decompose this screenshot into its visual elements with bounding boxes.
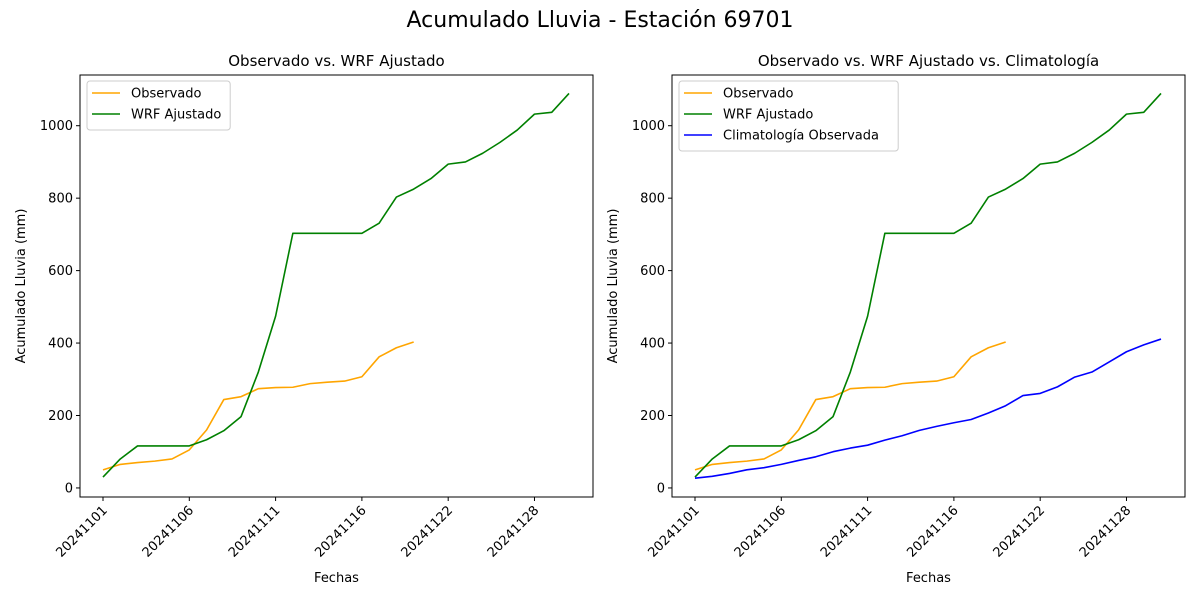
- x-tick-label: 20241106: [732, 503, 789, 560]
- axes-frame: [671, 74, 1186, 498]
- x-axis-label: Fechas: [314, 571, 359, 586]
- axes-frame: [79, 74, 594, 498]
- x-tick-label: 20241128: [1077, 503, 1134, 560]
- figure-title: Acumulado Lluvia - Estación 69701: [406, 8, 794, 33]
- x-tick-label: 20241116: [904, 503, 961, 560]
- legend-box: [86, 80, 231, 131]
- subplot-title: Observado vs. WRF Ajustado vs. Climatolo…: [758, 52, 1099, 70]
- x-tick-label: 20241101: [53, 503, 110, 560]
- x-tick-label: 20241122: [991, 503, 1048, 560]
- y-tick-label: 600: [640, 264, 665, 279]
- x-tick-label: 20241111: [818, 503, 875, 560]
- legend-box: [678, 80, 899, 152]
- x-tick-label: 20241111: [226, 503, 283, 560]
- x-tick-label: 20241122: [399, 503, 456, 560]
- y-tick-label: 0: [657, 481, 665, 496]
- x-tick-label: 20241116: [312, 503, 369, 560]
- y-tick-label: 400: [640, 337, 665, 352]
- y-tick-label: 600: [48, 264, 73, 279]
- legend-label: WRF Ajustado: [131, 108, 221, 123]
- y-tick-label: 800: [48, 192, 73, 207]
- legend: Observado WRF Ajustado: [86, 80, 231, 131]
- subplot-2: Observado vs. WRF Ajustado vs. Climatolo…: [606, 52, 1186, 586]
- legend-label: Observado: [131, 87, 202, 102]
- y-tick-label: 1000: [632, 119, 665, 134]
- y-tick-label: 0: [65, 481, 73, 496]
- y-tick-label: 1000: [40, 119, 73, 134]
- y-axis-label: Acumulado Lluvia (mm): [14, 209, 29, 364]
- y-tick-label: 400: [48, 337, 73, 352]
- x-tick-label: 20241128: [485, 503, 542, 560]
- subplot-title: Observado vs. WRF Ajustado: [228, 52, 444, 70]
- legend-label: Climatología Observada: [723, 129, 879, 144]
- series-line-1: [102, 341, 414, 471]
- x-tick-label: 20241106: [140, 503, 197, 560]
- x-axis-label: Fechas: [906, 571, 951, 586]
- series-line-3: [694, 338, 1162, 479]
- series-line-2: [694, 92, 1162, 478]
- legend-label: WRF Ajustado: [723, 108, 813, 123]
- y-tick-label: 200: [48, 409, 73, 424]
- y-tick-label: 800: [640, 192, 665, 207]
- series-line-1: [694, 341, 1006, 471]
- series-line-2: [102, 92, 570, 478]
- x-tick-label: 20241101: [645, 503, 702, 560]
- legend: Observado WRF Ajustado Climatología Observ…: [678, 80, 899, 152]
- legend-label: Observado: [723, 87, 794, 102]
- subplot-1: Observado vs. WRF Ajustado 0 200 400 600 800 1…: [14, 52, 594, 586]
- y-axis-label: Acumulado Lluvia (mm): [606, 209, 621, 364]
- y-tick-label: 200: [640, 409, 665, 424]
